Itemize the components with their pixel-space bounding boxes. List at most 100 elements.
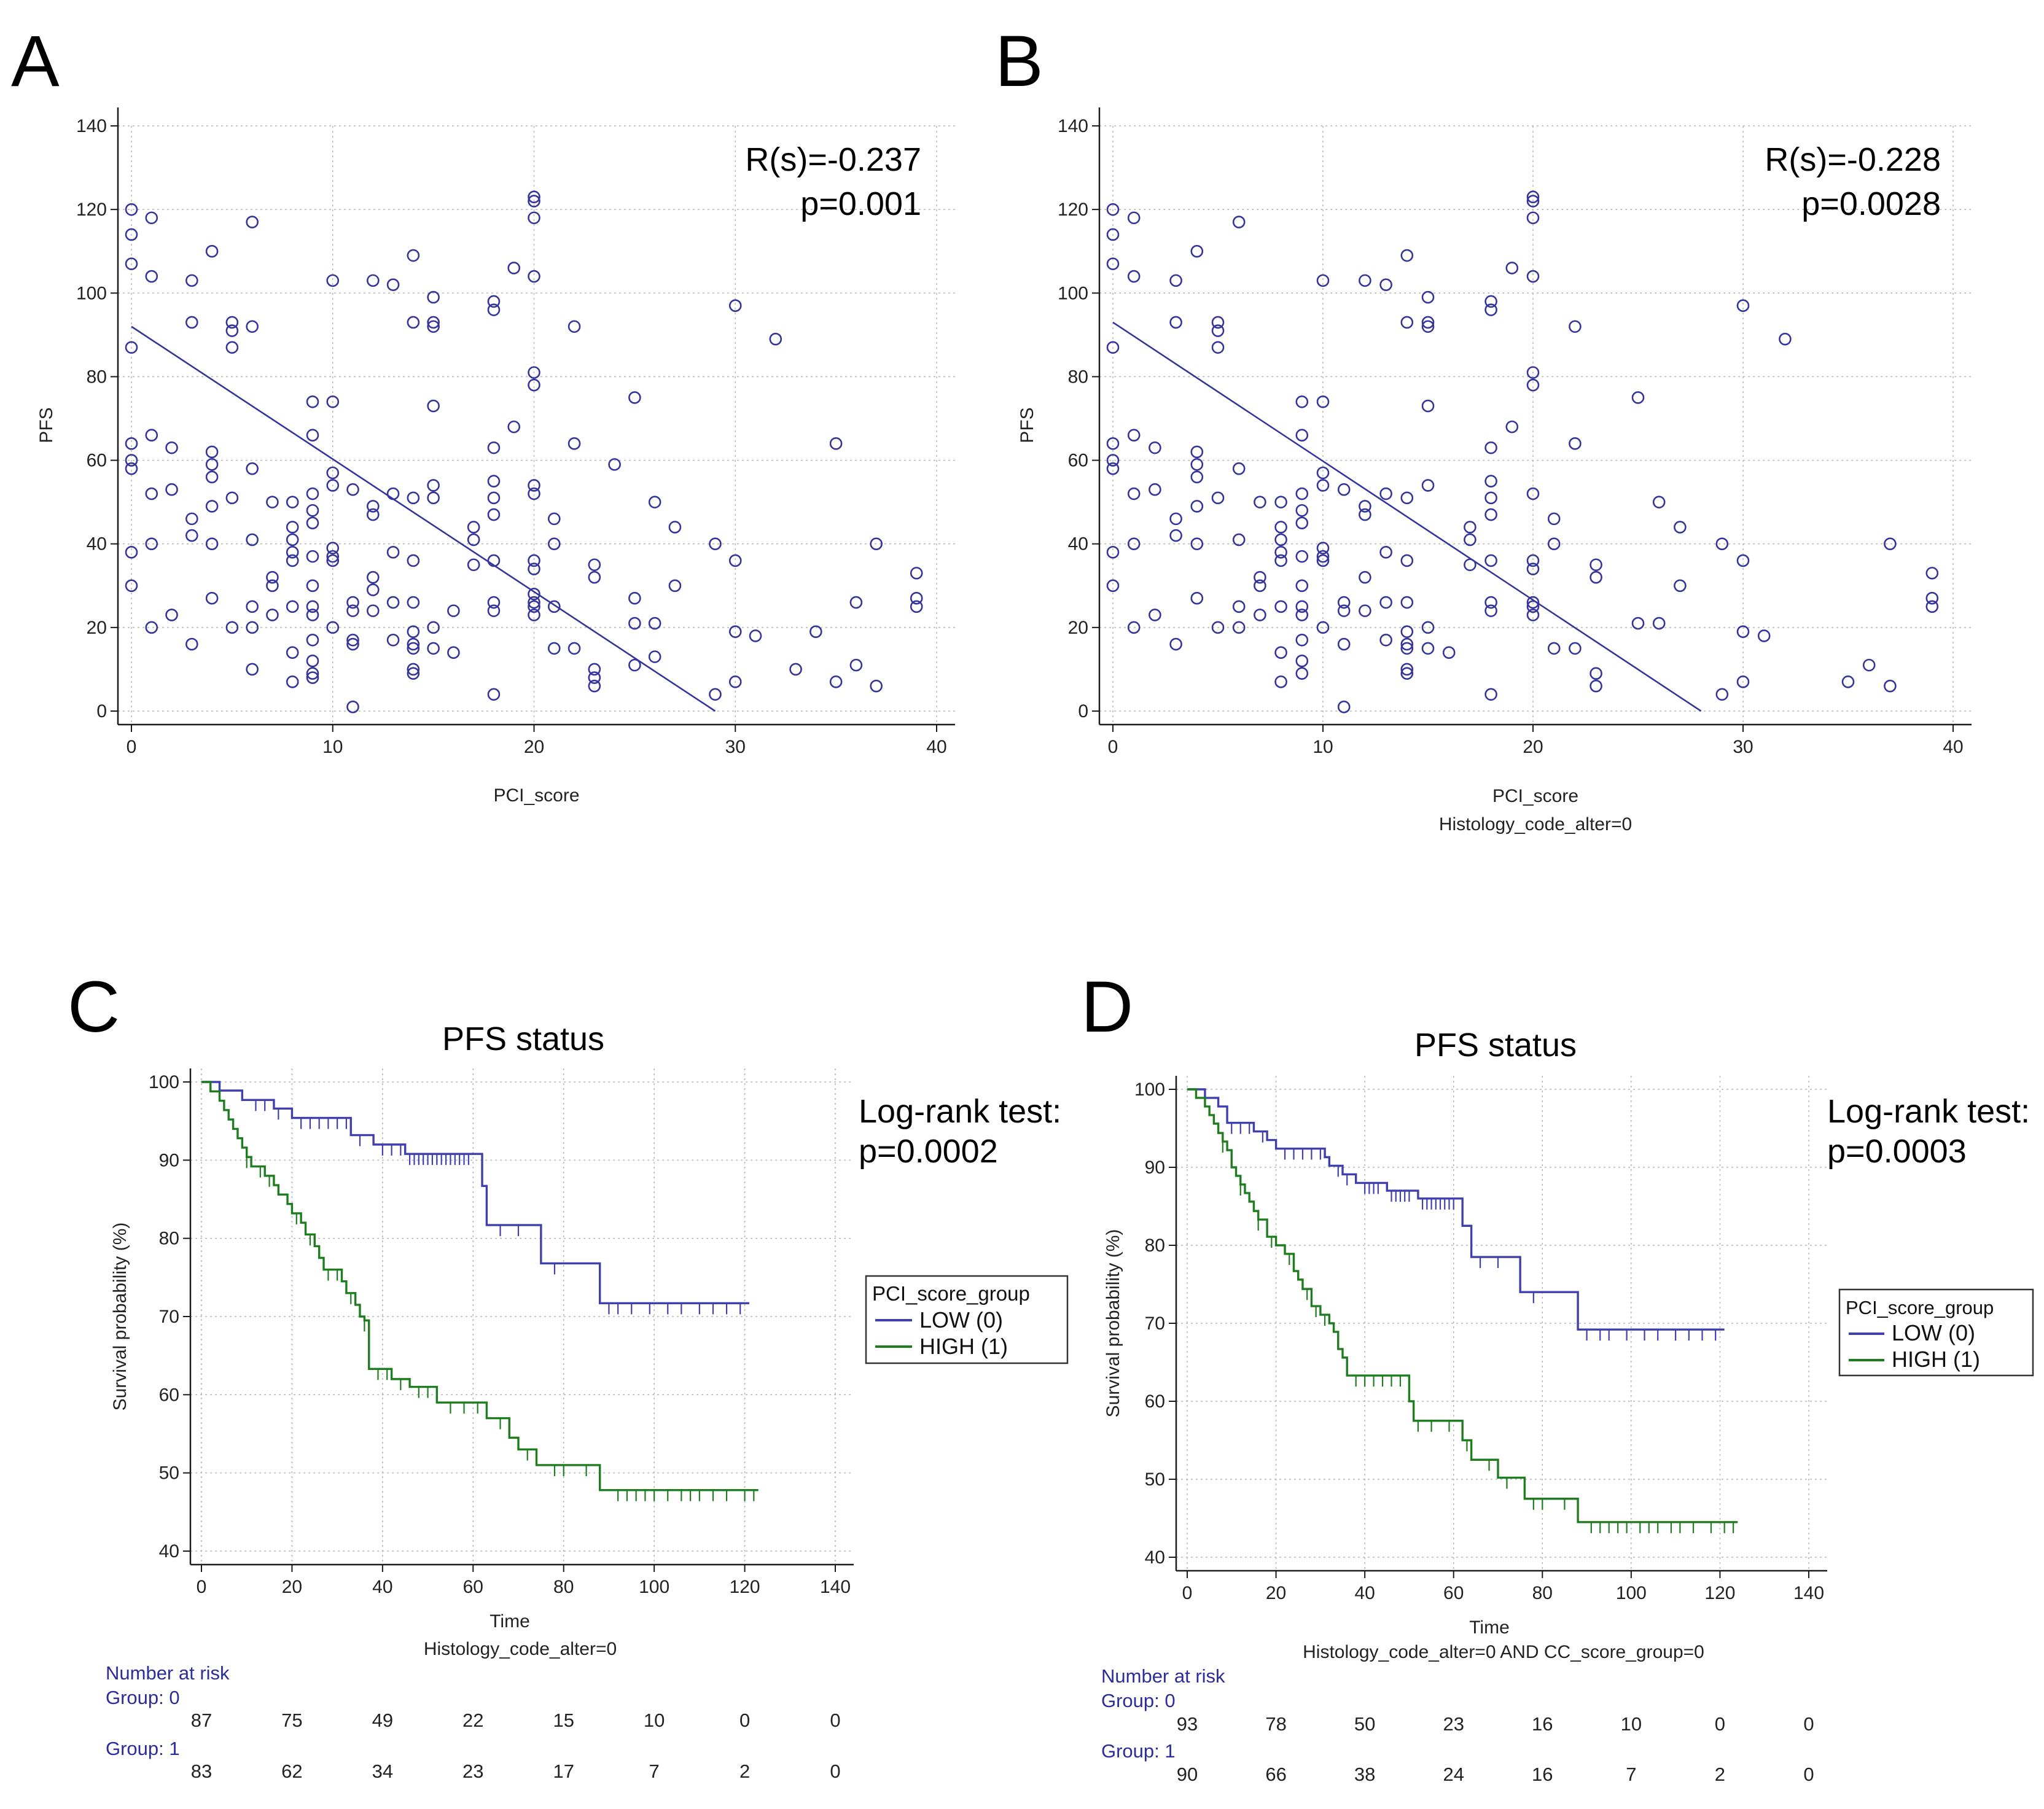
panel-a-y-tick-label-3: 60 — [87, 451, 107, 471]
panel-b-point-57 — [1295, 550, 1309, 563]
panel-a-point-60 — [306, 579, 319, 593]
panel-a-point-109 — [427, 642, 440, 655]
panel-b-point-42 — [1254, 579, 1266, 593]
panel-b: B 0 20 40 60 80 100 120 140 0 10 20 30 40 PCI_score PF… — [995, 21, 1972, 834]
panel-b-point-24 — [1190, 445, 1204, 459]
panel-a-point-108 — [427, 621, 440, 634]
panel-b-point-67 — [1316, 479, 1330, 492]
panel-a-point-0 — [125, 203, 138, 216]
panel-b-point-7 — [1106, 546, 1120, 559]
panel-a-point-127 — [528, 190, 540, 204]
panel-a-x-axis-label: PCI_score — [493, 785, 579, 806]
panel-a-point-180 — [910, 591, 923, 605]
panel-a-point-49 — [286, 546, 299, 559]
panel-a-point-124 — [487, 688, 501, 701]
panel-a-point-79 — [346, 637, 359, 651]
panel-b-point-143 — [1631, 617, 1645, 630]
panel-c-risk-header: Number at risk — [106, 1662, 230, 1684]
panel-a-point-20 — [185, 512, 198, 526]
panel-a-point-24 — [205, 445, 219, 459]
panel-a-point-59 — [306, 550, 319, 563]
panel-a-point-160 — [648, 650, 661, 663]
panel-a-point-137 — [528, 588, 540, 601]
panel-b-point-130 — [1526, 600, 1540, 613]
panel-d-x-tick-label-6: 120 — [1704, 1583, 1735, 1603]
panel-b-point-133 — [1547, 537, 1561, 551]
panel-a-point-40 — [246, 621, 259, 634]
panel-b-point-28 — [1190, 537, 1204, 551]
panel-a: A 0 20 40 60 80 100 120 140 0 10 20 30 40 PCI_score PF… — [11, 21, 955, 806]
panel-b-point-43 — [1254, 609, 1266, 621]
panel-a-point-161 — [668, 521, 682, 534]
panel-b-point-75 — [1337, 637, 1351, 651]
panel-c-risk-group0-value-3: 22 — [462, 1710, 483, 1731]
panel-c-risk-group1-value-1: 62 — [281, 1760, 302, 1782]
panel-a-point-17 — [165, 609, 178, 621]
panel-c-x-tick-label-6: 120 — [730, 1577, 760, 1597]
panel-a-point-32 — [225, 341, 239, 354]
panel-b-point-93 — [1400, 637, 1414, 651]
panel-b-point-109 — [1484, 303, 1497, 316]
panel-c-legend: PCI_score_group LOW (0) HIGH (1) — [865, 1275, 1069, 1364]
panel-c-risk-table: 87 83 75 62 49 34 22 23 15 17 10 7 0 2 0 0 — [191, 1710, 841, 1782]
panel-b-point-159 — [1884, 679, 1897, 693]
panel-a-regression-line — [131, 325, 716, 712]
panel-a-x-tick-label-0: 0 — [127, 737, 137, 757]
panel-b-point-68 — [1316, 542, 1330, 554]
panel-b-point-106 — [1464, 533, 1476, 547]
panel-d-legend-low-label: LOW (0) — [1892, 1320, 1975, 1345]
panel-b-point-33 — [1211, 491, 1225, 505]
panel-b-point-90 — [1400, 554, 1414, 567]
panel-d-risk-group0-value-7: 0 — [1803, 1713, 1814, 1735]
panel-c-km-curve-low — [201, 1081, 749, 1305]
panel-b-point-89 — [1400, 491, 1414, 505]
panel-b-point-134 — [1547, 642, 1561, 655]
panel-a-point-110 — [447, 604, 460, 617]
panel-a-point-50 — [286, 554, 299, 567]
panel-a-point-12 — [145, 487, 158, 500]
panel-a-point-172 — [809, 625, 822, 638]
panel-c-risk-group0-value-0: 87 — [191, 1710, 212, 1731]
panel-b-point-91 — [1400, 596, 1414, 609]
panel-c-x-axis-label: Time — [490, 1611, 530, 1632]
panel-b-point-2 — [1106, 257, 1120, 270]
panel-b-point-58 — [1295, 579, 1309, 593]
panel-c-y-tick-label-1: 50 — [159, 1463, 179, 1484]
panel-c-x-tick-label-3: 60 — [463, 1577, 483, 1597]
panel-c-y-axis-label: Survival probability (%) — [110, 1223, 130, 1411]
panel-a-point-66 — [306, 671, 319, 684]
panel-a-point-141 — [547, 512, 561, 526]
panel-c-risk-group1-value-7: 0 — [830, 1760, 840, 1782]
panel-b-point-129 — [1526, 596, 1540, 609]
panel-a-point-87 — [386, 278, 400, 291]
panel-a-point-129 — [528, 211, 540, 225]
panel-a-point-156 — [628, 617, 641, 630]
panel-a-point-8 — [125, 579, 138, 593]
panel-a-point-142 — [547, 537, 561, 551]
panel-b-point-56 — [1295, 516, 1309, 529]
panel-a-point-68 — [326, 395, 340, 408]
panel-a-point-125 — [507, 262, 521, 274]
panel-a-point-34 — [225, 621, 239, 634]
panel-a-point-170 — [769, 332, 782, 346]
panel-b-point-132 — [1547, 512, 1561, 526]
panel-a-point-132 — [528, 378, 540, 392]
panel-c-y-tick-label-6: 100 — [149, 1072, 179, 1092]
panel-a-point-159 — [648, 617, 661, 630]
panel-d-y-tick-label-3: 70 — [1145, 1313, 1165, 1334]
panel-a-point-14 — [145, 621, 158, 634]
panel-a-point-25 — [205, 458, 219, 471]
panel-b-point-48 — [1274, 554, 1287, 567]
panel-b-point-112 — [1484, 491, 1497, 505]
panel-c-x-tick-label-1: 20 — [282, 1577, 302, 1597]
panel-a-point-173 — [829, 437, 843, 450]
panel-a-point-118 — [487, 475, 501, 488]
panel-b-point-32 — [1211, 341, 1225, 354]
panel-a-point-152 — [588, 679, 601, 693]
panel-b-point-30 — [1211, 316, 1225, 329]
panel-b-point-8 — [1106, 579, 1120, 593]
panel-b-point-38 — [1232, 600, 1246, 613]
panel-d-legend-title: PCI_score_group — [1846, 1297, 1994, 1318]
panel-d-x-tick-label-7: 140 — [1793, 1583, 1824, 1603]
